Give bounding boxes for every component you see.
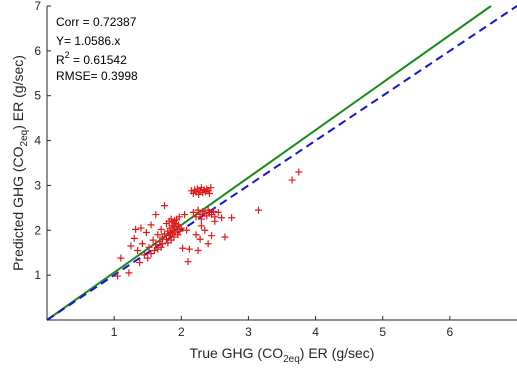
data-point <box>189 208 197 216</box>
data-point <box>203 212 211 220</box>
r2-superscript: 2 <box>65 50 70 60</box>
data-point <box>157 243 165 251</box>
data-point <box>142 229 150 237</box>
data-point <box>194 246 202 254</box>
data-points <box>114 168 303 280</box>
data-point <box>134 246 142 254</box>
data-point <box>150 246 158 254</box>
y-tick-label: 6 <box>34 44 41 58</box>
data-point <box>228 214 236 222</box>
y-label-end: ) ER (g/sec) <box>10 55 26 130</box>
data-point <box>201 226 209 234</box>
corr-annotation: Corr = 0.72387 <box>56 15 137 29</box>
data-point <box>192 231 200 239</box>
data-point <box>208 232 215 240</box>
x-axis-label: True GHG (CO2eq) ER (g/sec) <box>190 345 375 365</box>
data-point <box>184 258 192 266</box>
y-tick-label: 1 <box>34 268 41 282</box>
data-point <box>207 184 215 192</box>
x-label-main: True GHG (CO <box>190 345 284 361</box>
data-point <box>194 206 202 214</box>
x-tick-label: 2 <box>178 325 185 339</box>
data-point <box>152 211 160 219</box>
data-point <box>185 245 193 253</box>
data-point <box>177 224 185 232</box>
y-tick-label: 3 <box>34 178 41 192</box>
data-point <box>158 240 166 248</box>
data-point <box>210 207 218 215</box>
data-point <box>138 240 146 248</box>
data-point <box>205 190 213 198</box>
data-point <box>132 225 140 233</box>
data-point <box>152 241 160 249</box>
data-point <box>295 168 303 176</box>
data-point <box>117 254 125 262</box>
y-tick-label: 7 <box>34 0 41 13</box>
stats-annotation: Corr = 0.72387 Y= 1.0586.x R2 = 0.61542 … <box>56 15 138 83</box>
data-point <box>204 240 212 248</box>
data-point <box>140 251 148 259</box>
x-tick-label: 1 <box>111 325 118 339</box>
data-point <box>196 235 204 243</box>
rmse-annotation: RMSE= 0.3998 <box>56 69 138 83</box>
fit-lines <box>46 5 517 321</box>
data-point <box>136 259 144 267</box>
data-point <box>214 208 222 216</box>
data-point <box>149 236 157 244</box>
data-point <box>130 234 138 242</box>
data-point <box>127 242 135 250</box>
data-point <box>211 217 219 225</box>
data-point <box>192 213 200 221</box>
y-axis-label: Predicted GHG (CO2eq) ER (g/sec) <box>10 55 30 271</box>
data-point <box>170 233 178 241</box>
data-point <box>145 243 153 251</box>
x-tick-label: 3 <box>245 325 252 339</box>
data-point <box>197 215 205 223</box>
data-point <box>197 222 205 230</box>
data-point <box>114 272 121 280</box>
data-point <box>144 254 152 262</box>
data-point <box>288 176 296 184</box>
data-point <box>181 211 189 219</box>
data-point <box>163 235 171 243</box>
data-point <box>174 231 182 239</box>
regression-line <box>46 5 492 321</box>
data-point <box>161 202 168 210</box>
x-tick-label: 4 <box>312 325 319 339</box>
y-tick-label: 4 <box>34 134 41 148</box>
data-point <box>137 224 145 232</box>
r2-base: R <box>56 53 65 67</box>
x-tick-label: 6 <box>447 325 454 339</box>
data-point <box>179 244 187 252</box>
data-point <box>175 213 183 221</box>
fit-annotation: Y= 1.0586.x <box>56 34 120 48</box>
r2-value: = 0.61542 <box>70 53 127 67</box>
data-point <box>147 221 155 229</box>
data-point <box>221 233 229 241</box>
data-point <box>218 214 226 222</box>
data-point <box>157 225 165 233</box>
x-tick-label: 5 <box>379 325 386 339</box>
x-label-subscript: 2eq <box>283 354 300 365</box>
data-point <box>147 250 155 258</box>
data-point <box>154 231 162 239</box>
data-point <box>125 269 133 277</box>
y-tick-label: 2 <box>34 223 41 237</box>
data-point <box>195 190 203 198</box>
axis-ticks: 1 2 3 4 5 6 1 2 3 4 5 6 7 <box>34 0 453 339</box>
data-point <box>183 226 191 234</box>
y-tick-label: 5 <box>34 89 41 103</box>
r2-annotation: R2 = 0.61542 <box>56 50 127 67</box>
y-label-main: Predicted GHG (CO <box>10 146 26 271</box>
identity-line <box>46 5 517 321</box>
x-label-end: ) ER (g/sec) <box>300 345 375 361</box>
data-point <box>176 227 184 235</box>
y-label-subscript: 2eq <box>19 130 30 147</box>
data-point <box>255 206 262 214</box>
